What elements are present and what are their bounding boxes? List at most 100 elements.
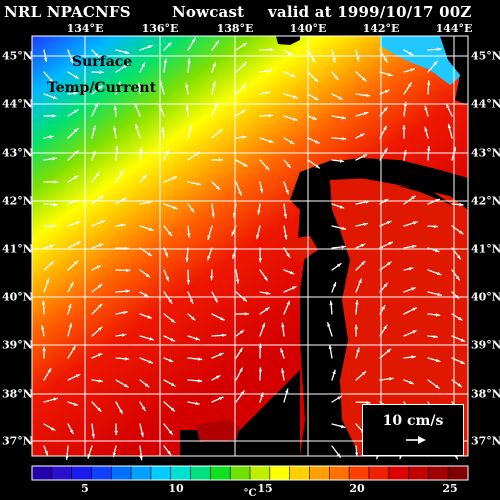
current-vector-head xyxy=(291,73,296,77)
lat-label-right: 45°N xyxy=(471,49,500,63)
current-vector-head xyxy=(50,427,55,431)
lat-label-left: 44°N xyxy=(2,97,33,111)
current-vector-head xyxy=(433,224,438,229)
current-vector-head xyxy=(289,270,294,275)
current-vector-head xyxy=(328,345,333,350)
current-vector-head xyxy=(74,150,79,155)
current-vector-head xyxy=(289,140,294,144)
current-vector-head xyxy=(265,166,269,170)
current-vector-head xyxy=(74,260,78,265)
current-vector-head xyxy=(231,231,235,236)
current-vector-head xyxy=(148,45,153,49)
colorbar-cell xyxy=(447,465,469,481)
current-vector-head xyxy=(75,374,80,378)
current-vector-head xyxy=(207,235,211,240)
current-vector-head xyxy=(383,325,387,330)
current-vector-head xyxy=(54,180,58,184)
current-vector-head xyxy=(211,213,215,218)
current-vector-head xyxy=(137,83,141,87)
current-vector-head xyxy=(407,82,412,87)
run-type: Nowcast xyxy=(172,3,245,21)
colorbar-cell xyxy=(368,465,390,481)
current-vector-head xyxy=(358,279,362,284)
current-vector-head xyxy=(51,224,56,228)
current-vector-head xyxy=(338,96,343,100)
current-vector-head xyxy=(214,103,218,108)
current-vector-head xyxy=(165,149,169,154)
current-vector-head xyxy=(426,81,431,85)
current-vector-head xyxy=(196,182,201,186)
lon-label: 136°E xyxy=(141,22,179,35)
current-vector-head xyxy=(239,367,243,372)
current-vector-head xyxy=(355,300,359,305)
current-vector-head xyxy=(266,291,270,295)
lat-label-right: 38°N xyxy=(471,387,500,401)
colorbar-cell xyxy=(309,465,331,481)
current-vector-head xyxy=(256,234,260,239)
current-vector-head xyxy=(98,284,102,288)
current-vector-head xyxy=(238,348,243,353)
current-vector-head xyxy=(144,383,149,387)
current-vector-head xyxy=(115,146,119,151)
current-vector-head xyxy=(363,222,368,226)
current-vector-head xyxy=(270,47,274,52)
current-vector-head xyxy=(411,244,416,249)
current-scale-legend: 10 cm/s xyxy=(362,404,464,456)
current-vector-head xyxy=(141,62,145,67)
current-vector-head xyxy=(41,300,46,305)
current-vector-head xyxy=(187,233,191,238)
current-vector-head xyxy=(433,61,438,66)
current-vector-head xyxy=(285,389,289,393)
current-vector-head xyxy=(212,62,216,67)
current-vector-head xyxy=(238,191,242,196)
colorbar-cell xyxy=(210,465,231,481)
colorbar-cell xyxy=(348,465,370,481)
lat-label-left: 39°N xyxy=(2,338,33,352)
current-vector-head xyxy=(435,248,440,253)
current-vector-head xyxy=(215,185,220,190)
lat-label-right: 42°N xyxy=(471,194,500,208)
map-frame xyxy=(31,35,469,457)
current-vector-head xyxy=(386,349,391,353)
current-vector-head xyxy=(113,106,118,111)
current-vector-head xyxy=(197,379,202,383)
current-vector-head xyxy=(281,323,285,328)
current-vector-head xyxy=(113,126,117,131)
current-vector-head xyxy=(457,383,462,387)
valid-time: valid at 1999/10/17 00Z xyxy=(268,3,472,21)
current-vector-head xyxy=(411,287,416,291)
current-vector-head xyxy=(458,316,463,321)
current-vector-head xyxy=(52,95,57,100)
current-vector-head xyxy=(195,337,200,341)
current-vector-head xyxy=(73,402,78,406)
colorbar-cell xyxy=(190,465,212,481)
current-vector-head xyxy=(424,106,428,111)
current-vector-head xyxy=(92,126,96,131)
current-vector-head xyxy=(95,172,100,177)
current-vector-head xyxy=(341,226,346,231)
current-vector-head xyxy=(258,344,263,348)
current-vector-head xyxy=(242,62,247,67)
current-vector-head xyxy=(139,147,143,152)
current-vector-head xyxy=(71,346,76,351)
current-vector-head xyxy=(91,434,95,438)
current-vector-head xyxy=(257,210,261,215)
current-vector-head xyxy=(337,263,342,268)
current-vector-head xyxy=(168,231,172,236)
current-vector-head xyxy=(139,456,143,460)
current-vector-head xyxy=(315,140,320,144)
current-vector-head xyxy=(363,111,368,116)
current-vector-head xyxy=(209,276,214,280)
current-vector-head xyxy=(240,390,245,395)
current-vector-head xyxy=(95,53,99,58)
current-vector-head xyxy=(161,127,165,132)
current-vector-head xyxy=(454,294,459,299)
current-vector-head xyxy=(141,406,146,411)
current-vector-head xyxy=(52,157,57,161)
current-vector-head xyxy=(168,299,172,304)
current-vector-head xyxy=(124,246,129,251)
field-title-line1: Surface xyxy=(72,54,133,70)
current-vector-head xyxy=(383,283,388,288)
current-vector-head xyxy=(190,208,194,213)
